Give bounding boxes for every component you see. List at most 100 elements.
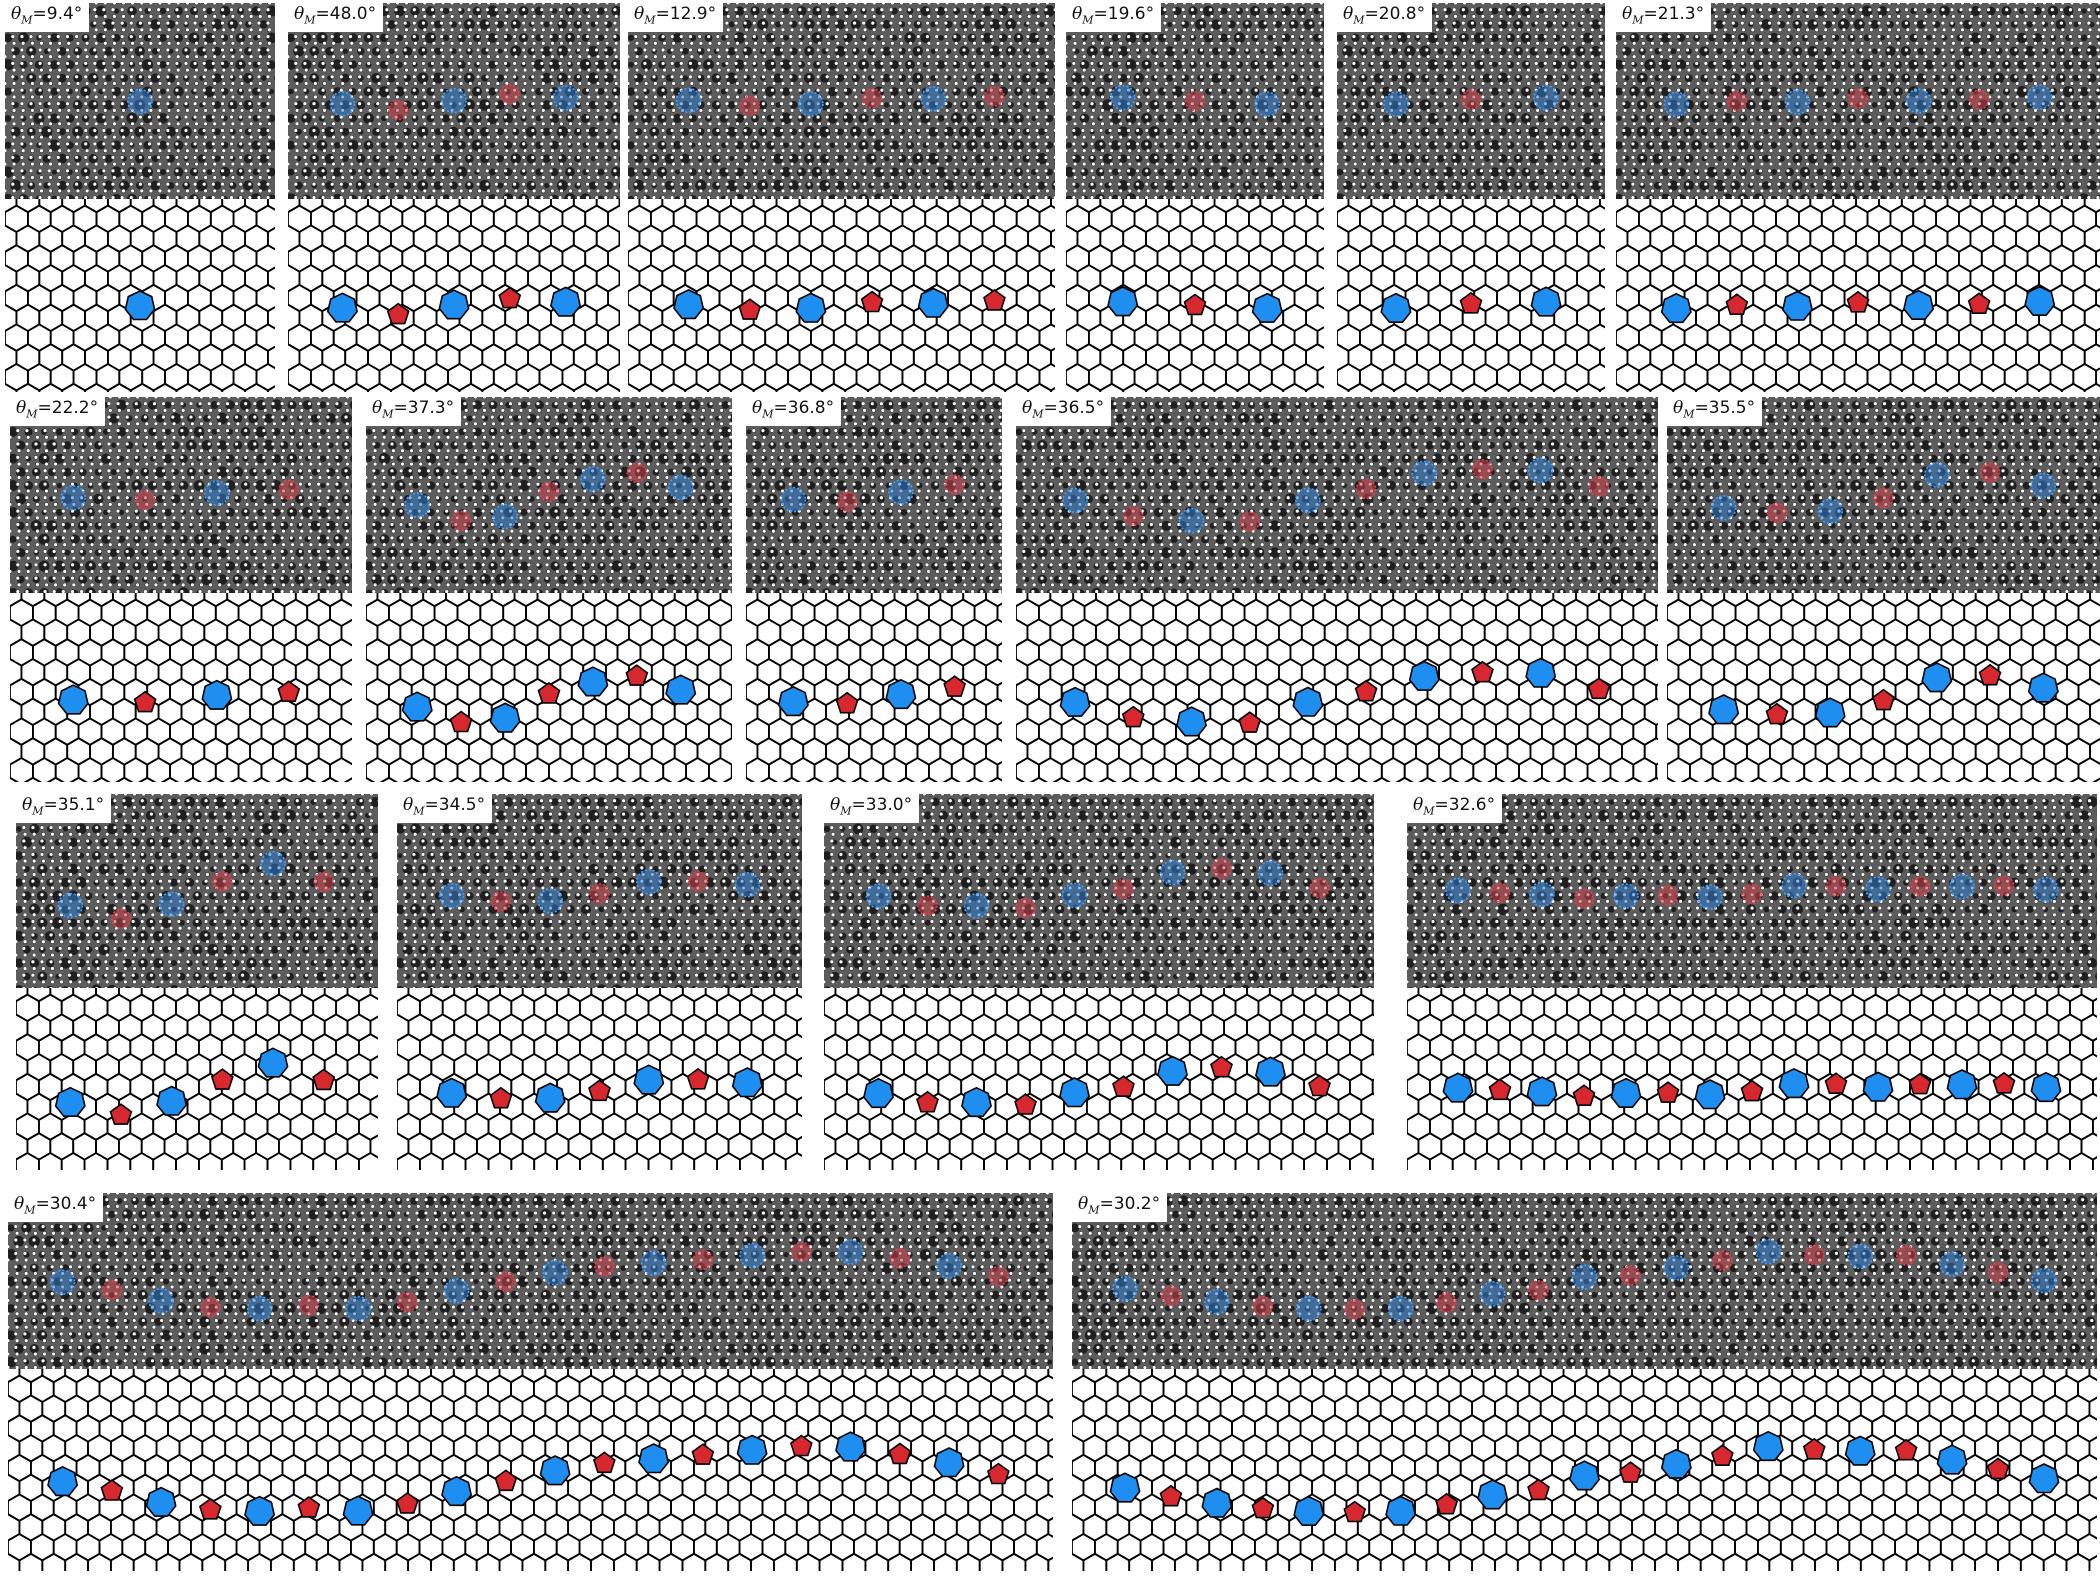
heptagon-ring — [962, 1088, 991, 1117]
pentagon-defect-overlay — [1491, 883, 1510, 902]
heptagon-defect-overlay — [1063, 883, 1087, 907]
heptagon-defect-overlay — [1180, 509, 1204, 533]
heptagon-defect-overlay — [405, 493, 429, 517]
pentagon-defect-overlay — [1310, 879, 1329, 898]
heptagon-defect-overlay — [735, 873, 759, 897]
heptagon-ring — [328, 293, 357, 322]
pentagon-defect-overlay — [1827, 877, 1846, 896]
angle-value: 9.4° — [47, 4, 83, 24]
heptagon-ring — [344, 1496, 373, 1525]
heptagon-ring — [1253, 294, 1282, 323]
lattice-model — [1066, 199, 1324, 392]
equals-sign: = — [1644, 4, 1658, 24]
panel-p2: θM=48.0° — [288, 3, 620, 392]
heptagon-defect-overlay — [1664, 92, 1688, 116]
stem-image — [746, 397, 1002, 593]
lattice-model — [5, 199, 275, 392]
heptagon-ring — [403, 692, 432, 721]
theta-subscript: M — [1353, 13, 1364, 26]
heptagon-ring — [541, 1456, 570, 1485]
theta-symbol: θ — [372, 398, 382, 418]
pentagon-defect-overlay — [1713, 1251, 1732, 1270]
heptagon-ring — [919, 289, 948, 318]
theta-symbol: θ — [1078, 1194, 1088, 1214]
stem-image — [1667, 397, 2100, 593]
heptagon-ring — [1938, 1445, 1967, 1474]
heptagon-defect-overlay — [346, 1297, 370, 1321]
pentagon-defect-overlay — [398, 1293, 417, 1312]
heptagon-defect-overlay — [248, 1297, 272, 1321]
heptagon-defect-overlay — [128, 90, 152, 114]
angle-label: θM=20.8° — [1337, 3, 1432, 32]
pentagon-defect-overlay — [945, 475, 964, 494]
heptagon-ring — [1662, 294, 1691, 323]
lattice-model — [824, 988, 1374, 1170]
heptagon-defect-overlay — [1848, 1244, 1872, 1268]
pentagon-defect-overlay — [1805, 1246, 1824, 1265]
pentagon-defect-overlay — [1186, 92, 1205, 111]
heptagon-defect-overlay — [149, 1289, 173, 1313]
lattice-model — [1072, 1369, 2097, 1571]
heptagon-defect-overlay — [493, 505, 517, 529]
pentagon-defect-overlay — [1621, 1266, 1640, 1285]
pentagon-defect-overlay — [500, 85, 519, 104]
theta-symbol: θ — [1622, 4, 1632, 24]
pentagon-defect-overlay — [491, 892, 510, 911]
heptagon-defect-overlay — [581, 467, 605, 491]
pentagon-defect-overlay — [1462, 90, 1481, 109]
theta-symbol: θ — [1413, 795, 1423, 815]
heptagon-ring — [1947, 1070, 1976, 1099]
heptagon-ring — [2029, 1464, 2058, 1493]
heptagon-ring — [245, 1497, 274, 1526]
pentagon-defect-overlay — [1253, 1297, 1272, 1316]
heptagon-ring — [125, 291, 154, 320]
heptagon-ring — [864, 1079, 893, 1108]
lattice-model — [8, 1369, 1053, 1571]
heptagon-defect-overlay — [2032, 1269, 2056, 1293]
pentagon-defect-overlay — [1357, 480, 1376, 499]
angle-label: θM=30.4° — [8, 1193, 103, 1222]
lattice-model — [1016, 593, 1658, 782]
heptagon-defect-overlay — [1296, 488, 1320, 512]
heptagon-ring — [157, 1087, 186, 1116]
pentagon-defect-overlay — [213, 872, 232, 891]
heptagon-ring — [1256, 1057, 1285, 1086]
heptagon-defect-overlay — [543, 1261, 567, 1285]
heptagon-ring — [1294, 1497, 1323, 1526]
heptagon-defect-overlay — [1785, 90, 1809, 114]
angle-label: θM=35.5° — [1667, 397, 1762, 426]
pentagon-defect-overlay — [1989, 1263, 2008, 1282]
heptagon-ring — [1110, 1473, 1139, 1502]
heptagon-ring — [1386, 1497, 1415, 1526]
angle-value: 33.0° — [866, 795, 912, 815]
pentagon-defect-overlay — [1345, 1300, 1364, 1319]
heptagon-ring — [48, 1467, 77, 1496]
stem-image — [1407, 794, 2097, 988]
panel-p7: θM=22.2° — [10, 397, 352, 782]
heptagon-defect-overlay — [1259, 861, 1283, 885]
stem-image — [1616, 3, 2100, 199]
stem-image — [8, 1193, 1053, 1369]
theta-subscript: M — [644, 13, 655, 26]
pentagon-defect-overlay — [299, 1295, 318, 1314]
pentagon-defect-overlay — [627, 463, 646, 482]
pentagon-defect-overlay — [985, 87, 1004, 106]
pentagon-defect-overlay — [314, 872, 333, 891]
heptagon-ring — [1695, 1080, 1724, 1109]
theta-subscript: M — [840, 804, 851, 817]
angle-value: 19.6° — [1108, 4, 1154, 24]
angle-value: 21.3° — [1658, 4, 1704, 24]
heptagon-ring — [733, 1068, 762, 1097]
heptagon-defect-overlay — [1573, 1265, 1597, 1289]
theta-symbol: θ — [752, 398, 762, 418]
heptagon-ring — [536, 1083, 565, 1112]
heptagon-ring — [1783, 292, 1812, 321]
angle-label: θM=34.5° — [397, 794, 492, 823]
pentagon-defect-overlay — [989, 1267, 1008, 1286]
theta-symbol: θ — [403, 795, 413, 815]
stem-image — [628, 3, 1055, 199]
pentagon-defect-overlay — [1124, 507, 1143, 526]
heptagon-defect-overlay — [160, 892, 184, 916]
heptagon-defect-overlay — [669, 475, 693, 499]
pentagon-defect-overlay — [1114, 879, 1133, 898]
